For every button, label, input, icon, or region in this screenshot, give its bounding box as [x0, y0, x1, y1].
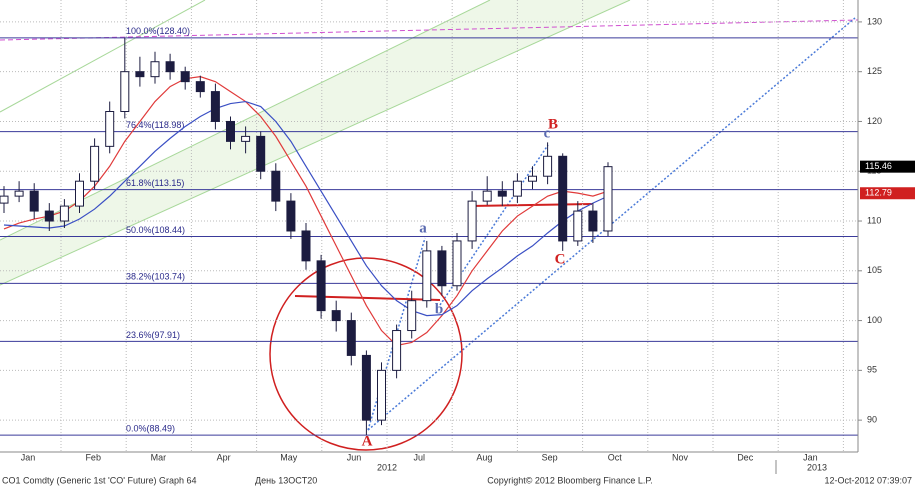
candle-body: [543, 155, 553, 177]
candle-body: [271, 170, 281, 202]
x-tick-label: Oct: [608, 452, 623, 462]
candle-body: [467, 200, 477, 242]
candle-body: [558, 155, 568, 242]
price-box: [860, 160, 915, 173]
fib-label: 100.0%(128.40): [126, 26, 190, 36]
candle-body: [482, 190, 492, 202]
candle-body: [226, 120, 235, 142]
candle-body: [603, 166, 613, 232]
candle-body: [573, 210, 583, 242]
y-tick-label: 130: [867, 16, 882, 26]
year-label: 2013: [807, 462, 827, 472]
security: CO1 Comdty (Generic 1st 'CO' Future) Gra…: [2, 475, 197, 485]
candle-body: [241, 135, 251, 142]
x-tick-label: Feb: [85, 452, 101, 462]
candle-body: [135, 71, 145, 78]
y-tick-label: 125: [867, 66, 882, 76]
candle-body: [452, 240, 462, 287]
x-tick-label: May: [280, 452, 298, 462]
x-tick-label: Nov: [672, 452, 689, 462]
fib-label: 23.6%(97.91): [126, 330, 180, 340]
moving-average: [3, 76, 609, 347]
year-label: 2012: [377, 462, 397, 472]
x-tick-label: Mar: [151, 452, 167, 462]
channel-line: [0, 0, 206, 113]
y-tick-label: 90: [867, 415, 877, 425]
neckline: [469, 203, 593, 207]
fib-label: 38.2%(103.74): [126, 272, 185, 282]
candle-body: [14, 190, 24, 197]
subwave-label: a: [419, 220, 427, 236]
candle-body: [150, 61, 160, 78]
y-tick-label: 100: [867, 315, 882, 325]
fib-label: 0.0%(88.49): [126, 424, 175, 434]
highlight-circle: [269, 257, 463, 451]
subwave-label: b: [435, 301, 443, 317]
candle-body: [497, 190, 507, 197]
price-label: 115.46: [865, 161, 892, 171]
period: День 13OCT20: [255, 475, 317, 485]
candle-body: [377, 369, 386, 421]
wave-label: A: [362, 433, 373, 449]
copyright: Copyright© 2012 Bloomberg Finance L.P.: [487, 475, 653, 485]
candle-body: [210, 91, 220, 122]
candle-body: [286, 200, 296, 232]
y-tick-label: 120: [867, 116, 882, 126]
wave-label: B: [548, 116, 558, 132]
candle-body: [512, 180, 522, 197]
candle-body: [44, 210, 54, 222]
candle-body: [361, 354, 371, 421]
x-tick-label: Jan: [21, 452, 36, 462]
fib-label: 50.0%(108.44): [126, 225, 185, 235]
moving-average: [3, 100, 609, 317]
timestamp: 12-Oct-2012 07:39:07: [824, 475, 912, 485]
wave-label: C: [555, 251, 566, 267]
candle-body: [528, 175, 537, 182]
grid: [0, 0, 858, 452]
y-tick-label: 95: [867, 365, 877, 375]
candle-body: [392, 330, 402, 371]
fib-label: 76.4%(118.98): [126, 120, 184, 130]
candle-body: [59, 205, 69, 222]
subwave-label: c: [544, 125, 551, 141]
candle-body: [90, 145, 100, 182]
plot: [0, 37, 613, 436]
candle-body: [437, 250, 447, 287]
channel-line: [0, 0, 491, 241]
x-tick-label: Aug: [476, 452, 492, 462]
candle-body: [346, 320, 356, 356]
candle-body: [301, 230, 311, 262]
candle-body: [105, 111, 115, 147]
x-tick-label: Dec: [737, 452, 754, 462]
candle-body: [180, 71, 190, 83]
candle-body: [120, 71, 130, 113]
candle-body: [195, 81, 205, 93]
candle-body: [331, 310, 341, 322]
candle-body: [29, 190, 39, 212]
y-tick-label: 110: [867, 215, 881, 225]
x-tick-label: Apr: [217, 452, 231, 462]
fib-label: 61.8%(113.15): [126, 178, 184, 188]
candle-body: [407, 300, 417, 332]
x-tick-label: Sep: [542, 452, 558, 462]
candle-body: [316, 260, 326, 312]
fibonacci: 100.0%(128.40) 76.4%(118.98) 61.8%(113.15)…: [0, 26, 858, 436]
x-tick-label: Jul: [413, 452, 425, 462]
candle-body: [0, 195, 9, 204]
price-box: [860, 187, 915, 200]
price-label: 112.79: [865, 188, 892, 198]
candle-body: [256, 135, 266, 172]
candle-body: [422, 250, 432, 302]
candle-body: [165, 61, 175, 73]
candle-body: [588, 210, 598, 232]
x-tick-label: Jun: [347, 452, 362, 462]
resistance-line: [0, 19, 859, 41]
candle-body: [75, 180, 84, 207]
channel-line: [0, 0, 631, 286]
x-tick-label: Jan: [803, 452, 818, 462]
y-tick-label: 105: [867, 265, 882, 275]
